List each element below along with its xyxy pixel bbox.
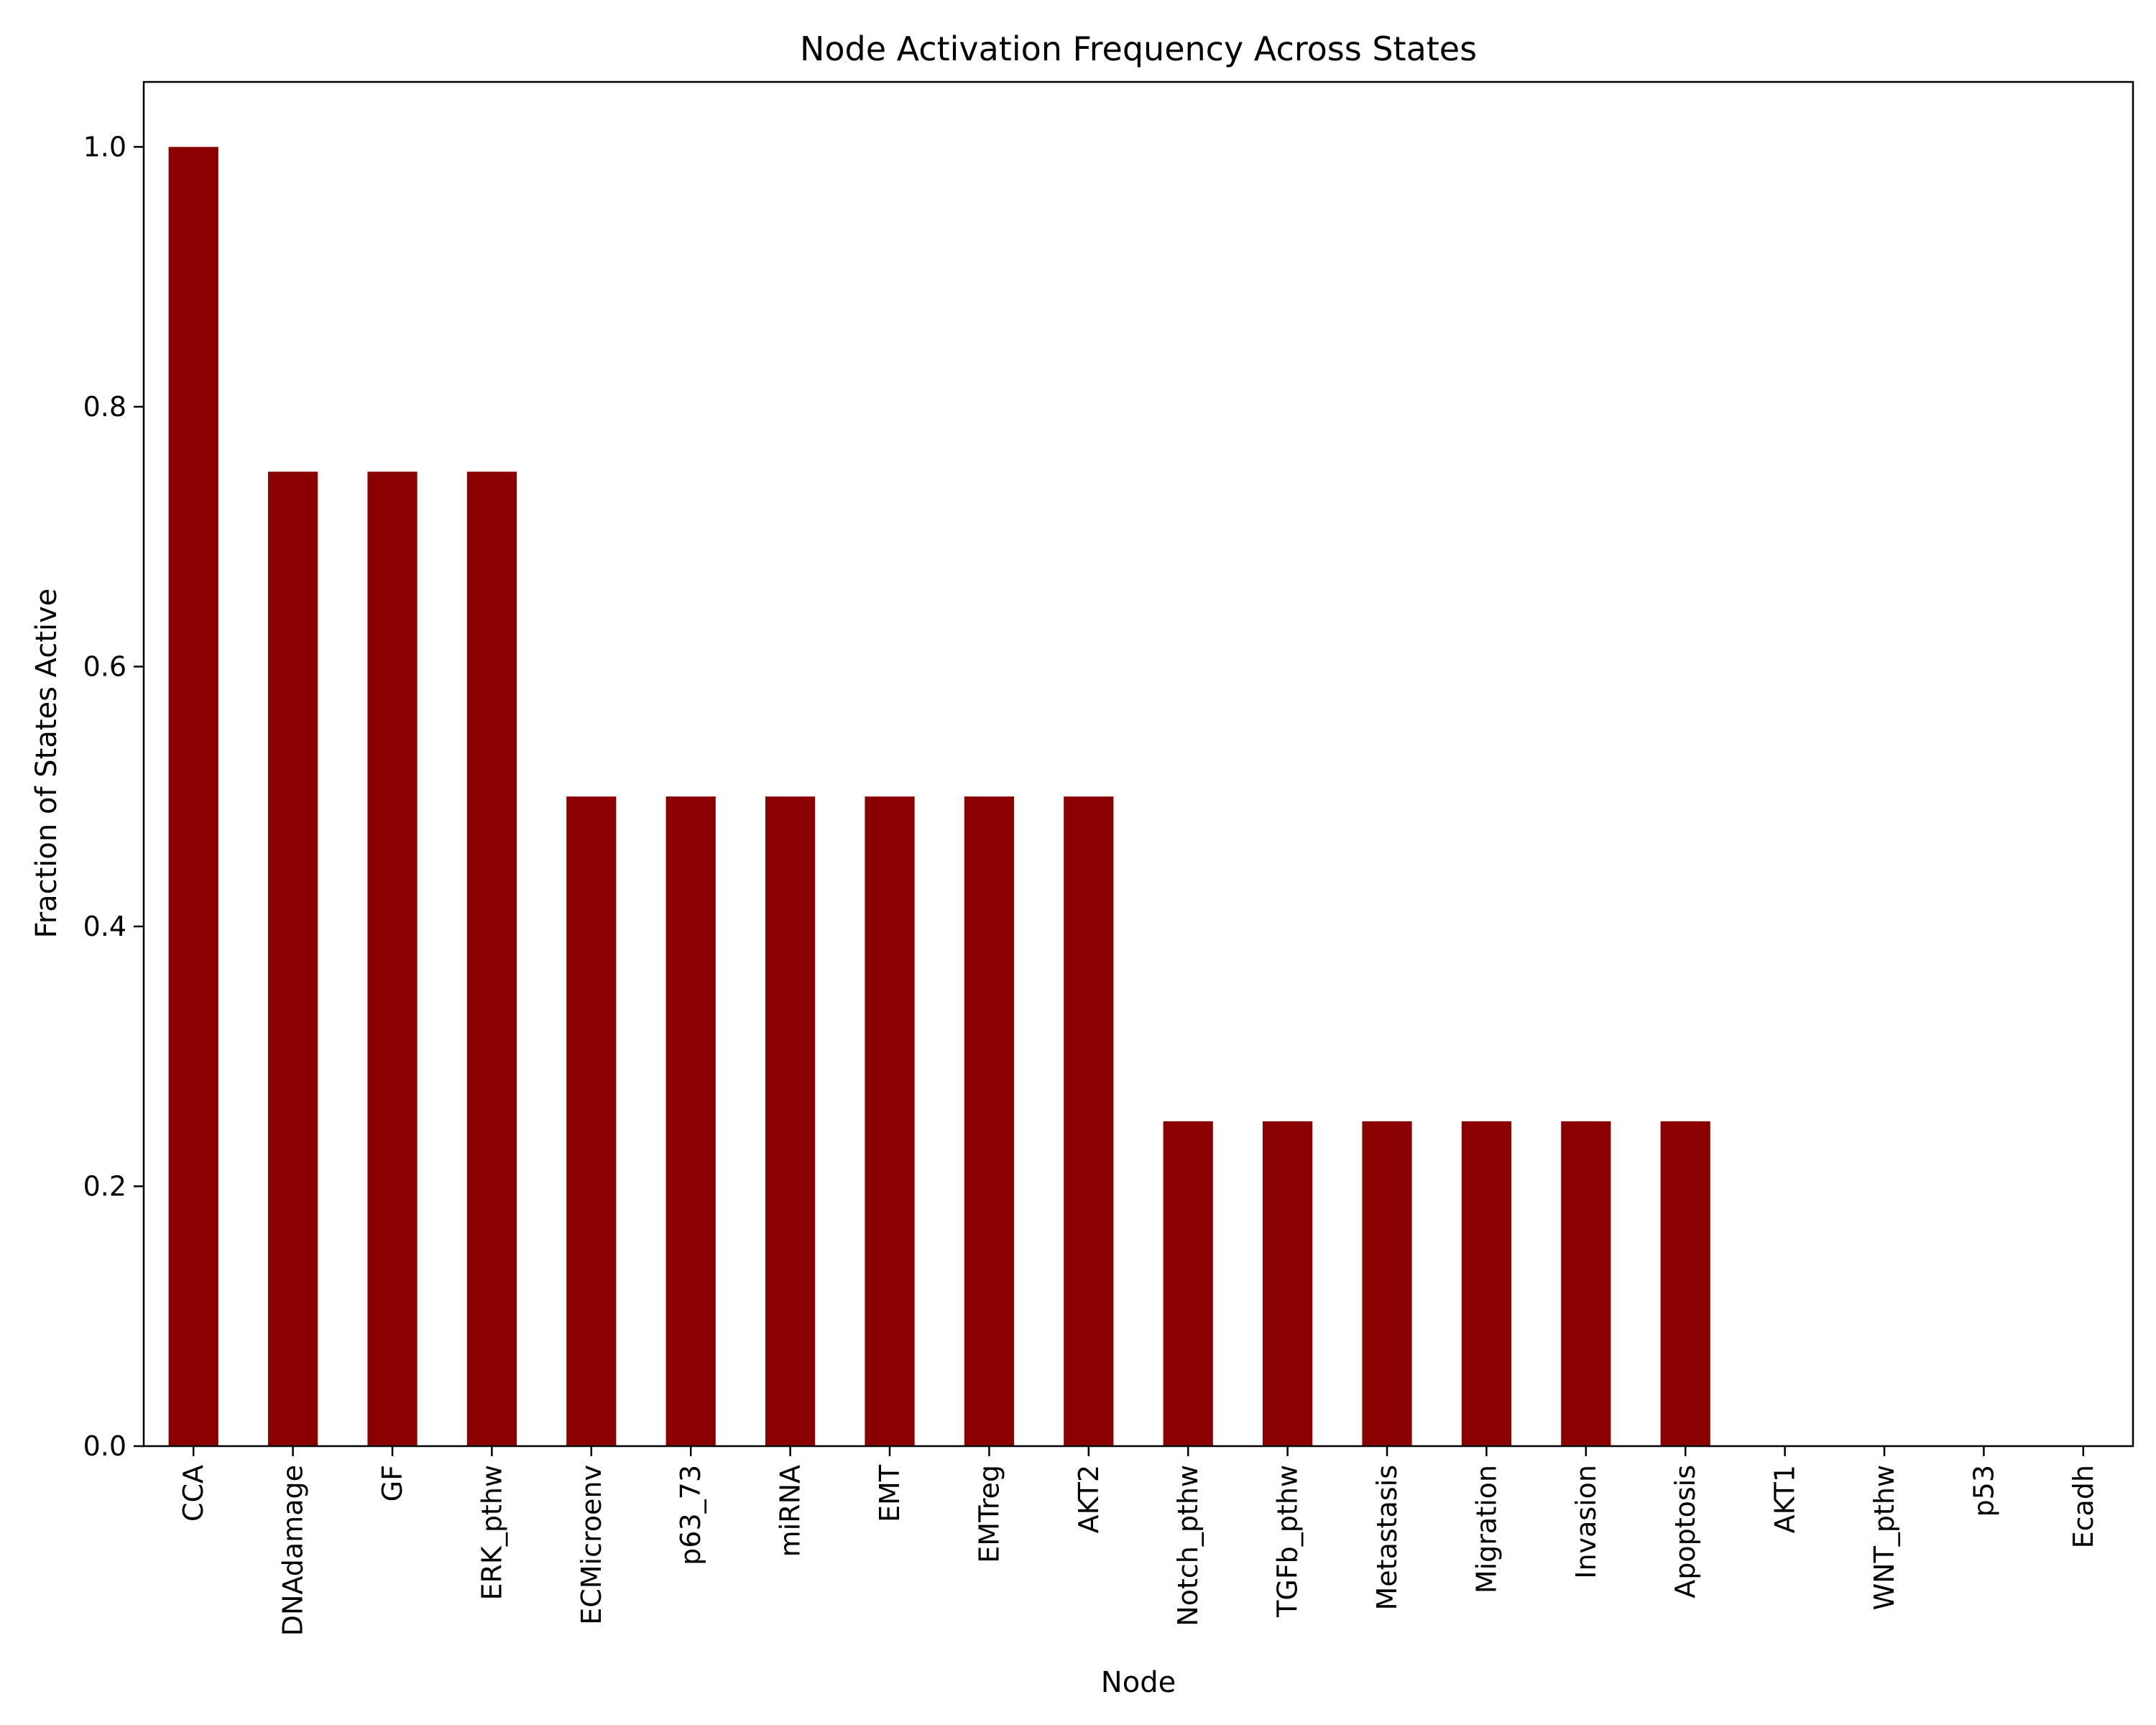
bar-emtreg	[964, 796, 1014, 1446]
chart-title: Node Activation Frequency Across States	[800, 29, 1477, 68]
bar-cca	[168, 147, 218, 1446]
y-axis-label: Fraction of States Active	[30, 589, 63, 939]
x-tick-label: p63_73	[675, 1465, 706, 1565]
y-tick-label: 0.0	[83, 1430, 126, 1462]
bar-apoptosis	[1660, 1121, 1710, 1446]
bar-ecmicroenv	[566, 796, 617, 1446]
bar-migration	[1461, 1121, 1511, 1446]
bars	[168, 147, 1710, 1447]
bar-erk-pthw	[466, 472, 517, 1447]
y-tick-label: 0.2	[83, 1170, 126, 1202]
y-tick-label: 0.8	[83, 391, 126, 423]
x-tick-label: Apoptosis	[1669, 1465, 1701, 1598]
x-tick-label: DNAdamage	[277, 1465, 309, 1636]
x-tick-label: Ecadh	[2068, 1465, 2099, 1548]
bar-tgfb-pthw	[1263, 1121, 1313, 1446]
bar-akt2	[1064, 796, 1114, 1446]
bar-notch-pthw	[1163, 1121, 1213, 1446]
bar-invasion	[1561, 1121, 1611, 1446]
x-axis-ticks: CCA DNAdamage GF ERK_pthw ECMicroenv p63_73 mi…	[178, 1446, 2099, 1636]
x-tick-label: GF	[377, 1465, 408, 1501]
x-axis-label: Node	[1101, 1666, 1176, 1699]
x-tick-label: p53	[1968, 1465, 1999, 1517]
x-tick-label: AKT2	[1073, 1465, 1105, 1533]
bar-emt	[865, 796, 915, 1446]
x-tick-label: ERK_pthw	[476, 1465, 507, 1601]
x-tick-label: TGFb_pthw	[1272, 1465, 1304, 1618]
x-tick-label: EMT	[874, 1464, 906, 1522]
y-tick-label: 0.4	[83, 911, 126, 942]
bar-dnadamage	[268, 472, 318, 1447]
x-tick-label: Invasion	[1570, 1465, 1602, 1579]
x-tick-label: CCA	[178, 1465, 209, 1522]
y-tick-label: 1.0	[83, 131, 126, 162]
bar-metastasis	[1362, 1121, 1412, 1446]
x-tick-label: AKT1	[1769, 1465, 1801, 1533]
x-tick-label: WNT_pthw	[1869, 1465, 1900, 1610]
bar-mirna	[765, 796, 816, 1446]
plot-frame	[142, 80, 2134, 1448]
bar-gf	[367, 472, 418, 1447]
bar-p63-73	[665, 796, 716, 1446]
x-tick-label: Metastasis	[1371, 1465, 1403, 1611]
x-tick-label: Migration	[1470, 1465, 1502, 1593]
x-tick-label: EMTreg	[973, 1465, 1005, 1563]
x-tick-label: miRNA	[775, 1465, 806, 1557]
y-axis-ticks: 0.0 0.2 0.4 0.6 0.8 1.0	[83, 131, 144, 1462]
y-tick-label: 0.6	[83, 650, 126, 682]
x-tick-label: Notch_pthw	[1172, 1465, 1204, 1627]
x-tick-label: ECMicroenv	[576, 1465, 607, 1625]
